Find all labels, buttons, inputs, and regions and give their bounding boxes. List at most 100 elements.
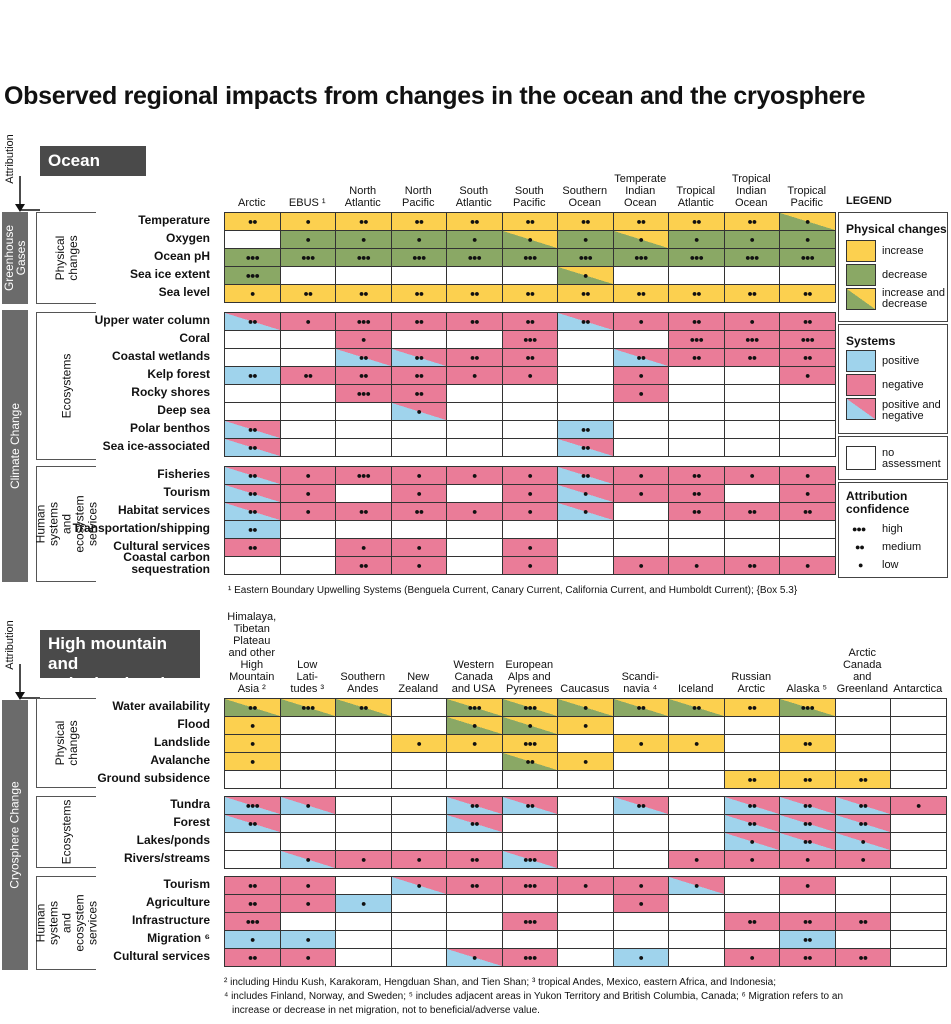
mountain-cell: ● bbox=[668, 734, 725, 753]
ocean-cell: ● bbox=[501, 556, 558, 575]
ocean-cell: ●● bbox=[723, 284, 780, 303]
mountain-cell: ● bbox=[335, 894, 392, 913]
ocean-confidence-dots: ● bbox=[472, 506, 477, 516]
legend-dots-medium: ●● bbox=[855, 542, 865, 552]
ocean-cell bbox=[446, 538, 503, 557]
mountain-confidence-dots: ●● bbox=[247, 880, 258, 890]
ocean-cell: ●● bbox=[668, 348, 725, 367]
mountain-cell: ●● bbox=[779, 832, 836, 851]
legend-physical-title: Physical changes bbox=[846, 222, 947, 236]
mountain-cell bbox=[279, 770, 336, 789]
ocean-cell: ●●● bbox=[279, 248, 336, 267]
legend-confidence-title: Attribution confidence bbox=[846, 489, 910, 516]
mountain-cell bbox=[224, 850, 281, 869]
mountain-cell bbox=[557, 734, 614, 753]
ocean-cell bbox=[446, 384, 503, 403]
mountain-confidence-dots: ● bbox=[305, 854, 311, 864]
ocean-cell bbox=[557, 384, 614, 403]
mountain-cell: ●● bbox=[668, 698, 725, 717]
ocean-cell: ●● bbox=[779, 348, 836, 367]
mountain-cell bbox=[834, 894, 891, 913]
ocean-cell: ● bbox=[335, 230, 392, 249]
ocean-confidence-dots: ●● bbox=[247, 316, 258, 326]
mountain-cell: ● bbox=[557, 876, 614, 895]
ocean-cell: ●● bbox=[557, 212, 614, 231]
ocean-cell: ●● bbox=[501, 348, 558, 367]
ocean-cell: ●● bbox=[668, 484, 725, 503]
ocean-confidence-dots: ●● bbox=[469, 216, 480, 226]
ocean-cell: ●● bbox=[612, 212, 669, 231]
ocean-row-label: Transportation/shipping bbox=[72, 521, 210, 535]
ocean-cell: ●●● bbox=[501, 330, 558, 349]
mountain-confidence-dots: ● bbox=[250, 720, 255, 730]
mountain-cell bbox=[390, 894, 447, 913]
mountain-cell bbox=[335, 832, 392, 851]
mountain-confidence-dots: ● bbox=[305, 934, 311, 944]
mountain-cell bbox=[501, 832, 558, 851]
ocean-cell bbox=[723, 438, 780, 457]
mountain-cell: ● bbox=[723, 948, 780, 967]
mountain-cell bbox=[224, 832, 281, 851]
mountain-confidence-dots: ●●● bbox=[523, 738, 537, 748]
mountain-row-label: Tourism bbox=[163, 877, 210, 891]
ocean-confidence-dots: ● bbox=[638, 388, 644, 398]
ocean-cell: ●● bbox=[279, 284, 336, 303]
ocean-cell: ●●● bbox=[779, 330, 836, 349]
ocean-cell bbox=[390, 266, 447, 285]
legend-swatch-increase-decrease bbox=[846, 288, 876, 310]
mountain-cell: ●●● bbox=[501, 912, 558, 931]
mountain-cell bbox=[335, 734, 392, 753]
ocean-confidence-dots: ●● bbox=[580, 470, 591, 480]
ocean-row-label: Habitat services bbox=[117, 503, 210, 517]
ocean-row-label: Coastal wetlands bbox=[111, 349, 210, 363]
ocean-confidence-dots: ●● bbox=[469, 352, 480, 362]
ocean-cell: ●●● bbox=[501, 248, 558, 267]
mountain-confidence-dots: ●●● bbox=[523, 702, 537, 712]
ocean-column-header-3: North Pacific bbox=[402, 185, 435, 209]
legend-posneg-label: positive and negative bbox=[882, 399, 941, 422]
ocean-confidence-dots: ● bbox=[805, 216, 810, 226]
ocean-confidence-dots: ●● bbox=[303, 370, 313, 380]
ocean-cell bbox=[501, 438, 558, 457]
legend-swatch-decrease bbox=[846, 264, 876, 286]
mountain-confidence-dots: ● bbox=[583, 756, 588, 766]
ocean-cell: ●● bbox=[501, 212, 558, 231]
ocean-confidence-dots: ●●● bbox=[578, 252, 593, 262]
mountain-cell bbox=[612, 930, 669, 949]
mountain-cell bbox=[890, 850, 947, 869]
ocean-confidence-dots: ●●● bbox=[745, 334, 759, 344]
mountain-cell: ●● bbox=[779, 930, 836, 949]
ocean-cell bbox=[224, 384, 281, 403]
mountain-cell bbox=[335, 814, 392, 833]
ocean-cell: ● bbox=[279, 484, 336, 503]
ocean-cell: ● bbox=[557, 230, 614, 249]
mountain-cell bbox=[335, 796, 392, 815]
ocean-cell: ● bbox=[390, 484, 447, 503]
ocean-cell: ● bbox=[335, 538, 392, 557]
ocean-cell bbox=[279, 348, 336, 367]
mountain-cell bbox=[668, 752, 725, 771]
mountain-cell: ● bbox=[446, 716, 503, 735]
mountain-cell bbox=[390, 796, 447, 815]
mountain-cell: ●● bbox=[446, 796, 503, 815]
mountain-cell: ● bbox=[390, 876, 447, 895]
ocean-confidence-dots: ●●● bbox=[356, 470, 371, 480]
ocean-cell: ●● bbox=[224, 438, 281, 457]
ocean-confidence-dots: ● bbox=[527, 542, 533, 552]
ocean-confidence-dots: ●●● bbox=[245, 270, 260, 280]
ocean-confidence-dots: ● bbox=[305, 506, 311, 516]
ocean-cell: ● bbox=[501, 466, 558, 485]
ocean-cell bbox=[668, 538, 725, 557]
ocean-confidence-dots: ●● bbox=[802, 352, 813, 362]
ocean-cell: ●● bbox=[557, 284, 614, 303]
mountain-cell: ●● bbox=[834, 948, 891, 967]
ocean-row-label: Cultural services bbox=[113, 539, 210, 553]
mountain-confidence-dots: ●● bbox=[802, 818, 813, 828]
ocean-confidence-dots: ●●● bbox=[356, 252, 371, 262]
ocean-cell: ●● bbox=[446, 312, 503, 331]
mountain-cell: ● bbox=[279, 796, 336, 815]
ocean-cell bbox=[446, 266, 503, 285]
mountain-group-physical-changes: Physical changes bbox=[36, 698, 96, 788]
mountain-cell bbox=[723, 716, 780, 735]
mountain-cell: ●●● bbox=[501, 876, 558, 895]
